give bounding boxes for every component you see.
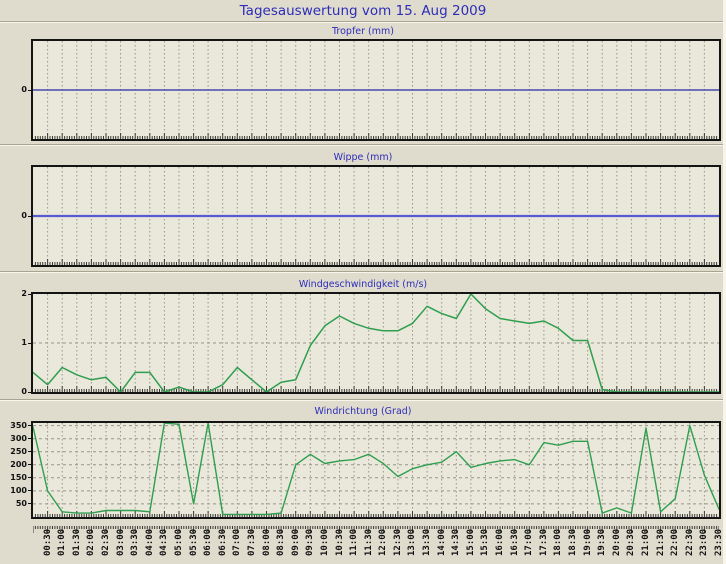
page-title: Tagesauswertung vom 15. Aug 2009	[239, 3, 487, 19]
x-tick-label: 05:00	[173, 528, 184, 556]
x-tick-label: 05:30	[188, 528, 199, 556]
y-tick-mark	[28, 215, 31, 217]
x-tick-label: 15:30	[480, 528, 491, 556]
x-tick-label: 20:30	[626, 528, 637, 556]
x-tick-label: 04:30	[159, 528, 170, 556]
x-tick-label: 20:00	[611, 528, 622, 556]
y-tick-mark	[28, 342, 31, 344]
x-tick-label: 13:00	[407, 528, 418, 556]
section-separator	[0, 144, 726, 146]
y-tick-label: 0	[21, 85, 27, 94]
x-tick-label: 01:00	[57, 528, 68, 556]
y-tick-mark	[28, 391, 31, 393]
x-tick-label: 14:00	[436, 528, 447, 556]
panel-title-windgeschwindigkeit: Windgeschwindigkeit (m/s)	[298, 279, 428, 290]
section-separator	[0, 399, 726, 401]
y-tick-label: 350	[10, 420, 27, 430]
x-tick-label: 12:30	[392, 528, 403, 556]
y-tick-label: 100	[10, 485, 27, 495]
x-tick-label: 18:00	[553, 528, 564, 556]
x-tick-label: 11:30	[363, 528, 374, 556]
x-tick-label: 11:00	[349, 528, 360, 556]
plot-svg	[33, 423, 719, 517]
x-tick-label: 21:00	[641, 528, 652, 556]
x-tick-label: 09:30	[305, 528, 316, 556]
x-tick-label: 07:30	[246, 528, 257, 556]
x-tick-label: 14:30	[451, 528, 462, 556]
y-tick-label: 0	[21, 211, 27, 220]
x-tick-label: 23:00	[699, 528, 710, 556]
y-tick-mark	[28, 293, 31, 295]
section-separator	[0, 271, 726, 273]
x-tick-label: 02:00	[86, 528, 97, 556]
chart-windrichtung	[31, 421, 721, 519]
chart-wippe	[31, 165, 721, 267]
x-tick-label: 10:30	[334, 528, 345, 556]
y-tick-mark	[28, 89, 31, 91]
plot-svg	[33, 294, 719, 392]
x-tick-label: 06:30	[217, 528, 228, 556]
x-tick-label: 00:30	[42, 528, 53, 556]
y-tick-label: 0	[21, 387, 27, 396]
y-tick-mark	[28, 438, 31, 440]
x-tick-label: 21:30	[655, 528, 666, 556]
x-axis-ticks-svg	[32, 526, 720, 533]
y-tick-mark	[28, 451, 31, 453]
x-tick-label: 17:00	[524, 528, 535, 556]
y-tick-mark	[28, 503, 31, 505]
x-tick-label: 03:30	[130, 528, 141, 556]
x-tick-label: 06:00	[203, 528, 214, 556]
chart-windgeschwindigkeit	[31, 292, 721, 394]
y-tick-label: 150	[10, 472, 27, 482]
x-tick-label: 19:30	[597, 528, 608, 556]
x-tick-label: 09:00	[290, 528, 301, 556]
panel-title-wippe: Wippe (mm)	[333, 152, 393, 163]
plot-svg	[33, 167, 719, 265]
y-tick-label: 50	[15, 498, 27, 508]
panel-title-tropfer: Tropfer (mm)	[332, 26, 394, 37]
panel-title-windrichtung: Windrichtung (Grad)	[314, 406, 412, 417]
y-tick-mark	[28, 490, 31, 492]
x-axis-tick-strip	[32, 519, 720, 533]
y-tick-label: 300	[10, 433, 27, 443]
y-tick-label: 200	[10, 459, 27, 469]
y-tick-mark	[28, 477, 31, 479]
y-tick-label: 2	[21, 289, 27, 298]
x-tick-label: 19:00	[582, 528, 593, 556]
x-tick-label: 18:30	[568, 528, 579, 556]
plot-svg	[33, 41, 719, 139]
y-tick-label: 1	[21, 338, 27, 347]
chart-tropfer	[31, 39, 721, 141]
y-tick-mark	[28, 425, 31, 427]
x-tick-label: 02:30	[100, 528, 111, 556]
x-tick-label: 08:00	[261, 528, 272, 556]
x-tick-label: 17:30	[538, 528, 549, 556]
y-tick-label: 250	[10, 446, 27, 456]
x-tick-label: 01:30	[71, 528, 82, 556]
x-tick-label: 22:30	[684, 528, 695, 556]
x-tick-label: 08:30	[276, 528, 287, 556]
x-tick-label: 16:30	[509, 528, 520, 556]
x-tick-label: 13:30	[422, 528, 433, 556]
x-tick-label: 04:00	[144, 528, 155, 556]
window-edge-highlight	[723, 0, 726, 564]
x-tick-label: 22:00	[670, 528, 681, 556]
x-tick-label: 07:00	[232, 528, 243, 556]
x-tick-label: 16:00	[495, 528, 506, 556]
x-tick-label: 15:00	[465, 528, 476, 556]
title-separator	[0, 21, 726, 23]
y-tick-mark	[28, 464, 31, 466]
x-tick-label: 03:00	[115, 528, 126, 556]
x-tick-label: 12:00	[378, 528, 389, 556]
x-tick-label: 10:00	[319, 528, 330, 556]
